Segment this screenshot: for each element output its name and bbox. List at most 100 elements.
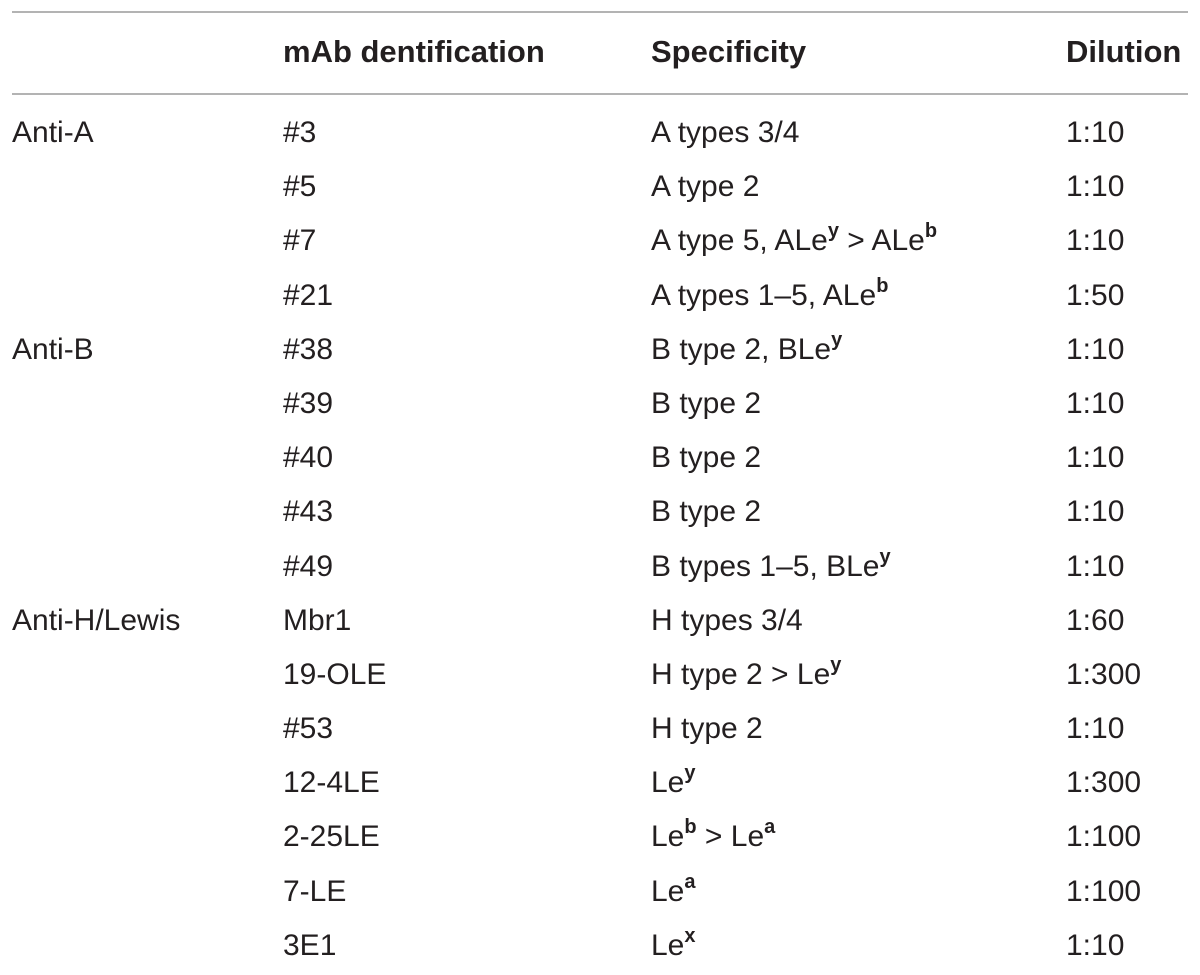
- cell-group: Anti-B: [12, 332, 94, 366]
- table-row: #7 A type 5, ALey > ALeb 1:10: [0, 216, 1200, 270]
- specificity-superscript: b: [684, 816, 697, 839]
- cell-mab: 2-25LE: [283, 820, 380, 854]
- table-body: Anti-A #3 A types 3/4 1:10 #5 A type 2 1:10 #7 A…: [0, 108, 1200, 975]
- cell-mab: #7: [283, 224, 317, 258]
- specificity-superscript: y: [684, 762, 696, 785]
- specificity-text: H type 2 > Le: [651, 657, 831, 691]
- cell-mab: #38: [283, 332, 334, 366]
- cell-specificity: B types 1–5, BLey: [651, 547, 891, 584]
- cell-mab: Mbr1: [283, 603, 352, 637]
- cell-specificity: Lea: [651, 872, 696, 909]
- table-row: #40 B type 2 1:10: [0, 433, 1200, 487]
- specificity-superscript: y: [831, 328, 843, 351]
- table-row: Anti-B #38 B type 2, BLey 1:10: [0, 325, 1200, 379]
- cell-mab: 19-OLE: [283, 657, 387, 691]
- cell-specificity: A type 5, ALey > ALeb: [651, 221, 937, 258]
- cell-mab: #39: [283, 386, 334, 420]
- cell-specificity: H types 3/4: [651, 604, 803, 638]
- specificity-superscript: y: [827, 220, 839, 243]
- specificity-superscript: y: [879, 545, 891, 568]
- cell-mab: #49: [283, 549, 334, 583]
- cell-mab: 12-4LE: [283, 766, 380, 800]
- cell-group: Anti-A: [12, 116, 94, 149]
- cell-specificity: Ley: [651, 763, 696, 800]
- cell-dilution: 1:100: [1066, 874, 1142, 908]
- cell-specificity: B type 2: [651, 495, 761, 529]
- cell-specificity: B type 2, BLey: [651, 330, 842, 367]
- cell-mab: #5: [283, 170, 317, 204]
- specificity-superscript: y: [830, 653, 842, 676]
- cell-dilution: 1:300: [1066, 657, 1142, 691]
- cell-dilution: 1:10: [1066, 495, 1125, 529]
- specificity-text: Le: [651, 766, 685, 800]
- specificity-text: > Le: [696, 820, 765, 854]
- table-row: 3E1 Lex 1:10: [0, 921, 1200, 975]
- cell-dilution: 1:10: [1066, 712, 1125, 746]
- table-row: #5 A type 2 1:10: [0, 162, 1200, 216]
- table-row: 7-LE Lea 1:100: [0, 867, 1200, 921]
- cell-specificity: Lex: [651, 926, 696, 963]
- specificity-superscript: b: [924, 220, 938, 243]
- table-row: #53 H type 2 1:10: [0, 704, 1200, 758]
- specificity-text: B type 2: [651, 386, 762, 420]
- cell-mab: #53: [283, 712, 334, 746]
- specificity-superscript: x: [684, 924, 696, 947]
- cell-specificity: H type 2 > Ley: [651, 655, 841, 692]
- table-row: Anti-H/Lewis Mbr1 H types 3/4 1:60: [0, 596, 1200, 650]
- header-mab-identification: mAb dentification: [283, 34, 545, 69]
- cell-mab: 3E1: [283, 928, 337, 962]
- cell-specificity: Leb > Lea: [651, 817, 775, 854]
- cell-dilution: 1:50: [1066, 278, 1125, 312]
- specificity-text: B type 2: [651, 441, 762, 475]
- cell-mab: #43: [283, 495, 334, 529]
- specificity-text: H types 3/4: [651, 603, 803, 637]
- cell-specificity: B type 2: [651, 387, 761, 421]
- cell-mab: #21: [283, 278, 334, 312]
- cell-dilution: 1:60: [1066, 603, 1125, 637]
- table-row: 19-OLE H type 2 > Ley 1:300: [0, 650, 1200, 704]
- cell-specificity: H type 2: [651, 712, 763, 746]
- cell-specificity: A type 2: [651, 170, 759, 204]
- cell-mab: 7-LE: [283, 874, 347, 908]
- header-dilution: Dilution: [1066, 34, 1182, 69]
- table-top-rule: [12, 11, 1188, 13]
- table-row: #43 B type 2 1:10: [0, 487, 1200, 541]
- specificity-text: B types 1–5, BLe: [651, 549, 880, 583]
- cell-specificity: B type 2: [651, 441, 761, 475]
- table-row: 2-25LE Leb > Lea 1:100: [0, 812, 1200, 866]
- specificity-text: B type 2: [651, 495, 762, 529]
- table-header: mAb dentification Specificity Dilution: [0, 30, 1200, 80]
- cell-dilution: 1:100: [1066, 820, 1142, 854]
- cell-dilution: 1:10: [1066, 928, 1125, 962]
- specificity-text: Le: [651, 820, 685, 854]
- specificity-text: H type 2: [651, 712, 763, 746]
- cell-specificity: A types 1–5, ALeb: [651, 276, 888, 313]
- specificity-text: B type 2, BLe: [651, 332, 832, 366]
- cell-dilution: 1:10: [1066, 116, 1125, 149]
- cell-dilution: 1:300: [1066, 766, 1142, 800]
- cell-dilution: 1:10: [1066, 441, 1125, 475]
- cell-mab: #3: [283, 116, 317, 149]
- table-row: Anti-A #3 A types 3/4 1:10: [0, 108, 1200, 162]
- header-specificity: Specificity: [651, 34, 807, 69]
- table-row: #49 B types 1–5, BLey 1:10: [0, 542, 1200, 596]
- cell-dilution: 1:10: [1066, 224, 1125, 258]
- cell-group: Anti-H/Lewis: [12, 603, 181, 637]
- table-row: #21 A types 1–5, ALeb 1:50: [0, 271, 1200, 325]
- cell-specificity: A types 3/4: [651, 116, 799, 150]
- specificity-text: > ALe: [838, 224, 925, 258]
- cell-dilution: 1:10: [1066, 170, 1125, 204]
- cell-dilution: 1:10: [1066, 386, 1125, 420]
- table-row: #39 B type 2 1:10: [0, 379, 1200, 433]
- specificity-text: A type 2: [651, 170, 760, 204]
- specificity-superscript: a: [684, 870, 696, 893]
- cell-dilution: 1:10: [1066, 549, 1125, 583]
- specificity-text: A types 1–5, ALe: [651, 278, 877, 312]
- cell-dilution: 1:10: [1066, 332, 1125, 366]
- specificity-text: A type 5, ALe: [651, 224, 828, 258]
- specificity-text: Le: [651, 928, 685, 962]
- specificity-text: Le: [651, 874, 685, 908]
- specificity-superscript: a: [764, 816, 776, 839]
- cell-mab: #40: [283, 441, 334, 475]
- table-row: 12-4LE Ley 1:300: [0, 758, 1200, 812]
